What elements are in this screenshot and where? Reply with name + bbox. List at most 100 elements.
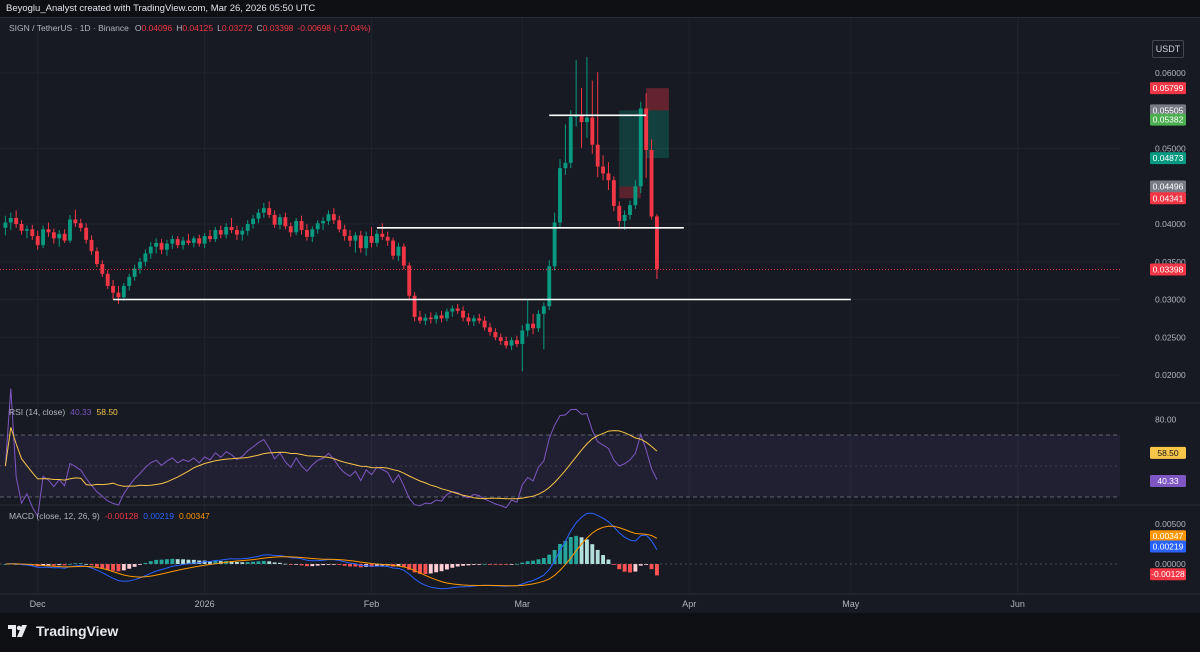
candle-body <box>304 230 309 237</box>
macd-histogram-bar <box>138 564 142 565</box>
candle-body <box>272 214 277 225</box>
price-tick-label: 0.06000 <box>1155 68 1186 78</box>
macd-histogram-bar <box>488 564 492 565</box>
macd-histogram-bar <box>310 564 315 567</box>
macd-histogram-bar <box>504 564 509 565</box>
price-axis[interactable]: 0.06000 0.05000 0.04000 0.03500 0.03000 0.025… <box>1150 68 1186 380</box>
macd-histogram-bar <box>331 564 336 565</box>
candle-body <box>46 229 51 233</box>
price-tick-label: 0.02500 <box>1155 332 1186 342</box>
candle-body <box>374 233 379 243</box>
tradingview-logo-icon <box>8 625 27 637</box>
candle-body <box>606 173 611 181</box>
legend-close-label: C <box>257 23 263 33</box>
macd-histogram-bar <box>208 560 212 564</box>
macd-histogram-bar <box>498 564 503 565</box>
macd-histogram-bar <box>73 563 78 565</box>
macd-histogram-bar <box>175 559 180 564</box>
candle-body <box>461 310 466 318</box>
macd-histogram-bar <box>294 564 299 565</box>
macd-histogram-bar <box>51 564 56 566</box>
macd-histogram-bar <box>256 561 261 564</box>
candle-body <box>401 246 406 266</box>
macd-histogram-bar <box>41 564 46 566</box>
horizontal-levels[interactable] <box>113 114 851 301</box>
macd-tick-label: 0.00500 <box>1155 519 1186 529</box>
candle-body <box>498 337 503 342</box>
macd-histogram-bar <box>321 564 326 566</box>
candle-body <box>644 108 649 151</box>
macd-histogram-bar <box>509 564 514 565</box>
candle-body <box>590 117 595 145</box>
brand-name: TradingView <box>36 623 119 639</box>
macd-lines <box>5 512 658 590</box>
macd-histogram-bar <box>493 564 498 565</box>
svg-text:SIGN / TetherUS · 1D · Binance: SIGN / TetherUS · 1D · Binance O0.04096 H0… <box>9 23 371 33</box>
caption-text: Beyoglu_Analyst created with TradingView… <box>6 3 316 14</box>
candle-body <box>288 226 293 233</box>
macd-histogram-bar <box>315 564 320 566</box>
macd-histogram-bar <box>267 561 272 564</box>
candle-body <box>3 222 8 228</box>
candle-body <box>509 340 514 346</box>
candle-body <box>138 261 142 269</box>
macd-histogram-bar <box>466 564 471 566</box>
rsi-axis[interactable]: 80.00 58.50 40.33 <box>1150 415 1186 487</box>
macd-histogram-bar <box>337 564 342 565</box>
chart-svg[interactable]: 0.06000 0.05000 0.04000 0.03500 0.03000 0.025… <box>0 18 1200 614</box>
candle-body <box>245 224 250 231</box>
macd-histogram-bar <box>628 564 632 573</box>
macd-histogram-bar <box>191 559 196 564</box>
macd-histogram-bar <box>186 559 191 564</box>
candle-body <box>364 236 369 249</box>
candle-body <box>68 219 72 241</box>
tradingview-logo[interactable]: TradingView <box>8 623 118 639</box>
macd-histogram-bar <box>428 564 433 574</box>
price-badge-bg <box>1150 113 1186 126</box>
short-profit-zone <box>646 110 669 159</box>
rsi-ma-line <box>4 427 658 500</box>
legend-open-label: O <box>135 23 142 33</box>
candle-body <box>283 217 288 227</box>
candle-body <box>579 114 584 123</box>
macd-histogram-bar <box>299 564 304 566</box>
macd-histogram-bar <box>482 563 487 565</box>
candle-body <box>127 276 132 286</box>
macd-histogram-bar <box>579 537 584 564</box>
macd-histogram-bar <box>654 564 659 576</box>
price-badge-bg <box>1150 192 1186 205</box>
candle-body <box>617 205 622 221</box>
candle-body <box>294 220 299 233</box>
candle-body <box>186 240 191 243</box>
candle-body <box>197 238 202 244</box>
currency-button[interactable]: USDT <box>1152 40 1184 58</box>
candle-body <box>19 224 24 231</box>
candle-body <box>434 315 439 320</box>
candle-body <box>100 264 105 274</box>
candle-body <box>105 273 110 286</box>
candle-body <box>132 268 137 277</box>
time-axis[interactable]: Dec 2026 Feb Mar Apr May Jun <box>30 599 1025 609</box>
candle-body <box>353 235 358 241</box>
rsi-lines <box>4 388 658 519</box>
macd-histogram-bar <box>638 564 643 566</box>
macd-badge: -0.00128 <box>1151 569 1185 579</box>
candle-body <box>396 246 401 256</box>
macd-legend-signal: 0.00347 <box>179 511 210 521</box>
candle-body <box>584 117 589 123</box>
macd-histogram-bar <box>240 562 245 564</box>
chart-panel[interactable]: 0.06000 0.05000 0.04000 0.03500 0.03000 0.025… <box>0 17 1200 614</box>
macd-histogram-bar <box>154 559 159 564</box>
macd-histogram-bar <box>111 564 116 571</box>
candle-body <box>321 220 326 224</box>
macd-histogram-bar <box>590 544 595 564</box>
position-tool[interactable] <box>619 88 669 199</box>
candle-body <box>326 214 331 221</box>
macd-histogram-bar <box>471 564 476 565</box>
candle-body <box>563 162 568 169</box>
rsi-ma-badge: 58.50 <box>1157 448 1179 458</box>
candle-body <box>568 116 573 163</box>
svg-text:MACD (close, 12, 26, 9)-0.0012: MACD (close, 12, 26, 9) -0.00128 0.00219 0.… <box>9 511 210 521</box>
macd-signal-line <box>5 525 658 587</box>
